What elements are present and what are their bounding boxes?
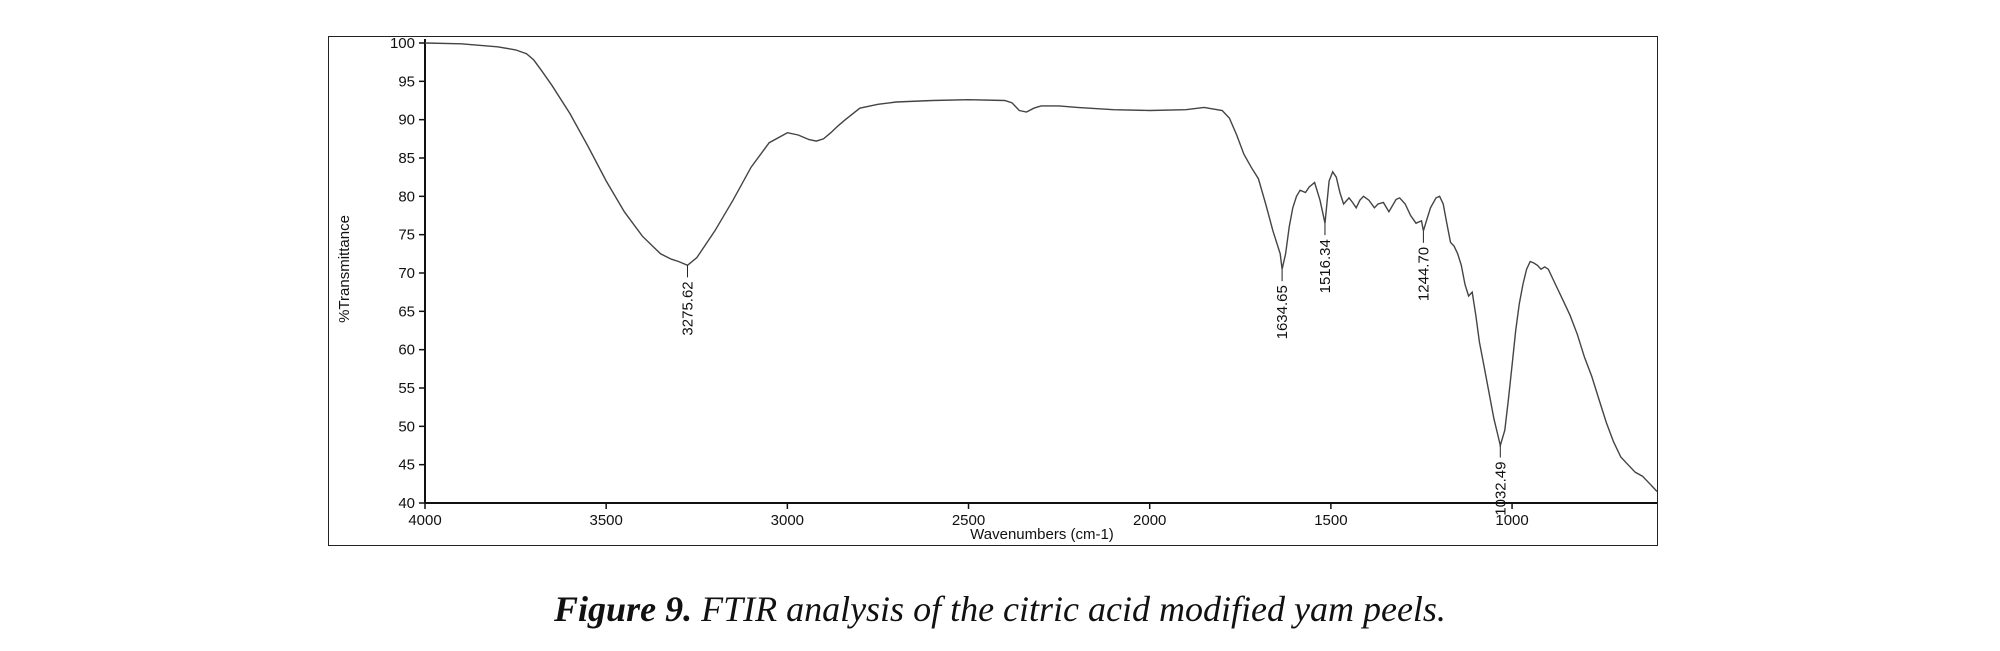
peak-label: 3275.62 (679, 281, 696, 335)
x-tick-label: 3000 (771, 512, 804, 529)
y-tick-label: 40 (398, 495, 415, 512)
x-axis-ticks: 4000 3500 3000 2500 2000 1500 1000 (408, 503, 1529, 529)
y-tick-label: 65 (398, 303, 415, 320)
x-tick-label: 1500 (1314, 512, 1347, 529)
y-tick-label: 100 (390, 37, 415, 52)
ftir-chart: 40 45 50 55 60 65 70 75 80 85 90 95 100 4000 3500 3000… (336, 37, 1658, 543)
y-tick-label: 50 (398, 418, 415, 435)
peak-label: 1032.49 (1492, 462, 1509, 516)
y-tick-label: 85 (398, 150, 415, 167)
x-tick-label: 4000 (408, 512, 441, 529)
caption-text: FTIR analysis of the citric acid modifie… (692, 589, 1446, 629)
figure-caption: Figure 9. FTIR analysis of the citric ac… (0, 588, 2000, 630)
y-tick-label: 75 (398, 227, 415, 244)
x-tick-label: 2500 (952, 512, 985, 529)
y-tick-label: 70 (398, 265, 415, 282)
peak-label: 1634.65 (1274, 285, 1291, 339)
peak-annotations: 3275.62 1634.65 1516.34 1244.70 1032.49 (679, 223, 1509, 516)
x-tick-label: 2000 (1133, 512, 1166, 529)
x-tick-label: 1000 (1495, 512, 1528, 529)
x-axis-title: Wavenumbers (cm-1) (970, 526, 1114, 543)
y-tick-label: 45 (398, 457, 415, 474)
peak-label: 1516.34 (1317, 239, 1334, 293)
x-tick-label: 3500 (589, 512, 622, 529)
y-axis-title: %Transmittance (336, 215, 353, 323)
y-tick-label: 80 (398, 188, 415, 205)
y-tick-label: 60 (398, 342, 415, 359)
y-tick-label: 55 (398, 380, 415, 397)
chart-panel: 40 45 50 55 60 65 70 75 80 85 90 95 100 4000 3500 3000… (328, 36, 1658, 546)
peak-label: 1244.70 (1415, 247, 1432, 301)
caption-prefix: Figure 9. (554, 589, 693, 629)
y-tick-label: 95 (398, 73, 415, 90)
y-tick-label: 90 (398, 112, 415, 129)
y-axis-ticks: 40 45 50 55 60 65 70 75 80 85 90 95 100 (390, 37, 425, 512)
spectrum-line (424, 42, 1658, 492)
